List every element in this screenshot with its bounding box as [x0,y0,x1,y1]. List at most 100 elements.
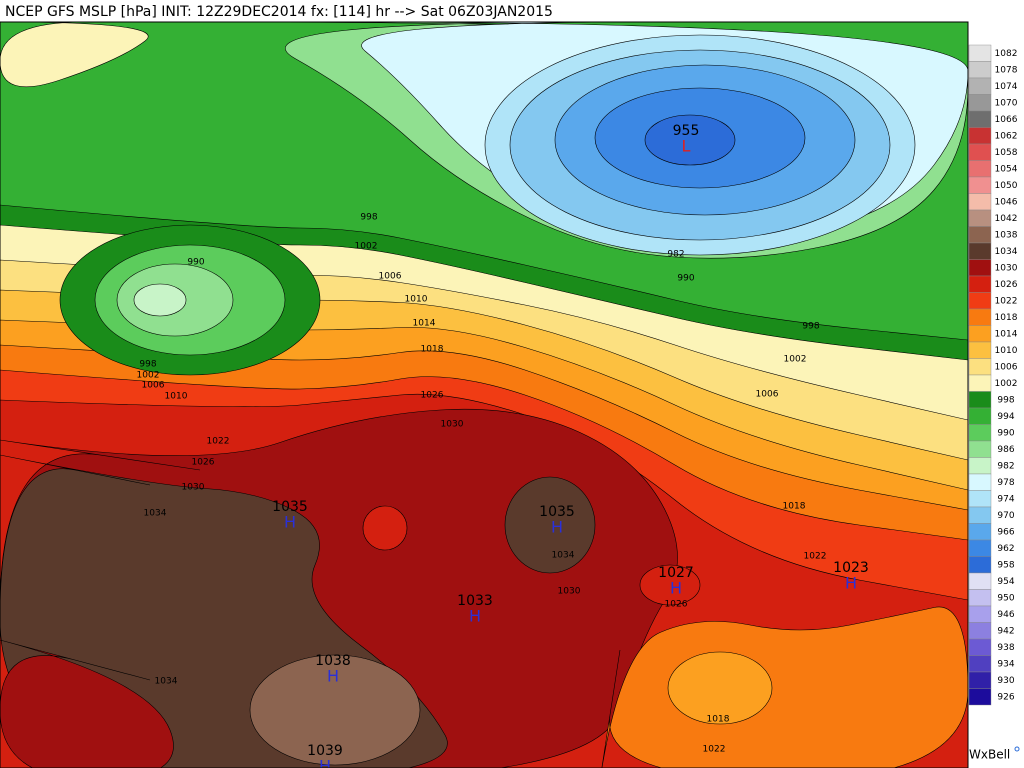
contour-label: 1018 [783,502,806,512]
contour-label: 1026 [421,391,444,401]
colorbar-swatch [968,160,992,178]
colorbar-swatch [968,275,992,293]
credit: WxBell [969,748,1010,762]
colorbar-label: 930 [997,676,1014,686]
colorbar-swatch [968,539,992,557]
colorbar-swatch [968,407,992,425]
center-symbol: H [284,513,296,532]
colorbar-swatch [968,374,992,392]
colorbar: 1082 1078 1074 1070 1066 1062 1058 1054 1050 1046… [968,44,1018,706]
colorbar-label: 1042 [995,214,1018,224]
contour-label: 1006 [379,272,402,282]
colorbar-swatch [968,226,992,244]
contour-label: 1018 [707,715,730,725]
center-value: 1035 [272,499,308,515]
colorbar-swatch [968,391,992,409]
colorbar-label: 1018 [995,313,1018,323]
colorbar-swatch [968,127,992,145]
colorbar-label: 1074 [995,82,1018,92]
pressure-area [249,654,421,766]
center-value: 955 [673,123,700,139]
colorbar-label: 958 [997,560,1014,570]
colorbar-label: 1022 [995,296,1018,306]
colorbar-swatch [968,622,992,640]
contour-label: 1034 [552,551,575,561]
colorbar-label: 934 [997,659,1014,669]
colorbar-label: 926 [997,692,1014,702]
center-value: 1027 [658,565,694,581]
colorbar-label: 990 [997,428,1014,438]
colorbar-swatch [968,671,992,689]
colorbar-label: 1054 [995,164,1018,174]
colorbar-label: 974 [997,494,1014,504]
colorbar-label: 966 [997,527,1014,537]
colorbar-swatch [968,457,992,475]
contour-label: 1010 [165,392,188,402]
credit-icon [1014,746,1020,752]
map: 9909981002100610101014101810261030102210… [0,22,968,768]
colorbar-swatch [968,143,992,161]
pressure-area [133,283,187,317]
colorbar-label: 1010 [995,346,1018,356]
colorbar-label: 1006 [995,362,1018,372]
pressure-area [362,505,408,551]
contour-label: 1030 [182,483,205,493]
colorbar-label: 1026 [995,280,1018,290]
pressure-area [0,639,174,768]
colorbar-swatch [968,523,992,541]
colorbar-swatch [968,556,992,574]
center-symbol: H [670,579,682,598]
colorbar-label: 1062 [995,131,1018,141]
center-symbol: H [469,607,481,626]
colorbar-label: 1002 [995,379,1018,389]
colorbar-label: 962 [997,544,1014,554]
contour-label: 1018 [421,345,444,355]
colorbar-label: 1050 [995,181,1018,191]
colorbar-swatch [968,638,992,656]
pressure-area [644,114,736,166]
colorbar-label: 994 [997,412,1014,422]
colorbar-swatch [968,242,992,260]
pressure-area [639,564,701,606]
colorbar-swatch [968,77,992,95]
pressure-area [0,22,170,87]
contour-label: 1022 [207,437,230,447]
contour-label: 1002 [355,242,378,252]
colorbar-label: 1082 [995,49,1018,59]
colorbar-label: 1038 [995,230,1018,240]
colorbar-swatch [968,440,992,458]
colorbar-swatch [968,572,992,590]
colorbar-label: 938 [997,643,1014,653]
contour-label: 1002 [784,355,807,365]
contour-label: 1006 [756,390,779,400]
contour-label: 1010 [405,295,428,305]
colorbar-label: 986 [997,445,1014,455]
contour-label: 1022 [804,552,827,562]
title: NCEP GFS MSLP [hPa] INIT: 12Z29DEC2014 f… [5,4,553,20]
center-symbol: L [682,137,691,156]
contour-label: 1006 [142,381,165,391]
contour-label: 1022 [703,745,726,755]
colorbar-swatch [968,61,992,79]
pressure-area [504,476,596,574]
colorbar-label: 998 [997,395,1014,405]
center-symbol: H [551,518,563,537]
colorbar-label: 946 [997,610,1014,620]
contour-label: 1034 [155,677,178,687]
map-frame [0,21,969,768]
contour-label: 998 [802,322,819,332]
contour-label: 982 [667,250,684,260]
colorbar-swatch [968,655,992,673]
colorbar-swatch [968,358,992,376]
colorbar-swatch [968,44,992,62]
colorbar-label: 954 [997,577,1014,587]
colorbar-swatch [968,193,992,211]
contour-label: 998 [139,360,156,370]
contour-label: 1030 [441,420,464,430]
colorbar-swatch [968,688,992,706]
colorbar-swatch [968,259,992,277]
colorbar-label: 942 [997,626,1014,636]
colorbar-label: 1046 [995,197,1018,207]
colorbar-label: 1066 [995,115,1018,125]
center-value: 1038 [315,653,351,669]
